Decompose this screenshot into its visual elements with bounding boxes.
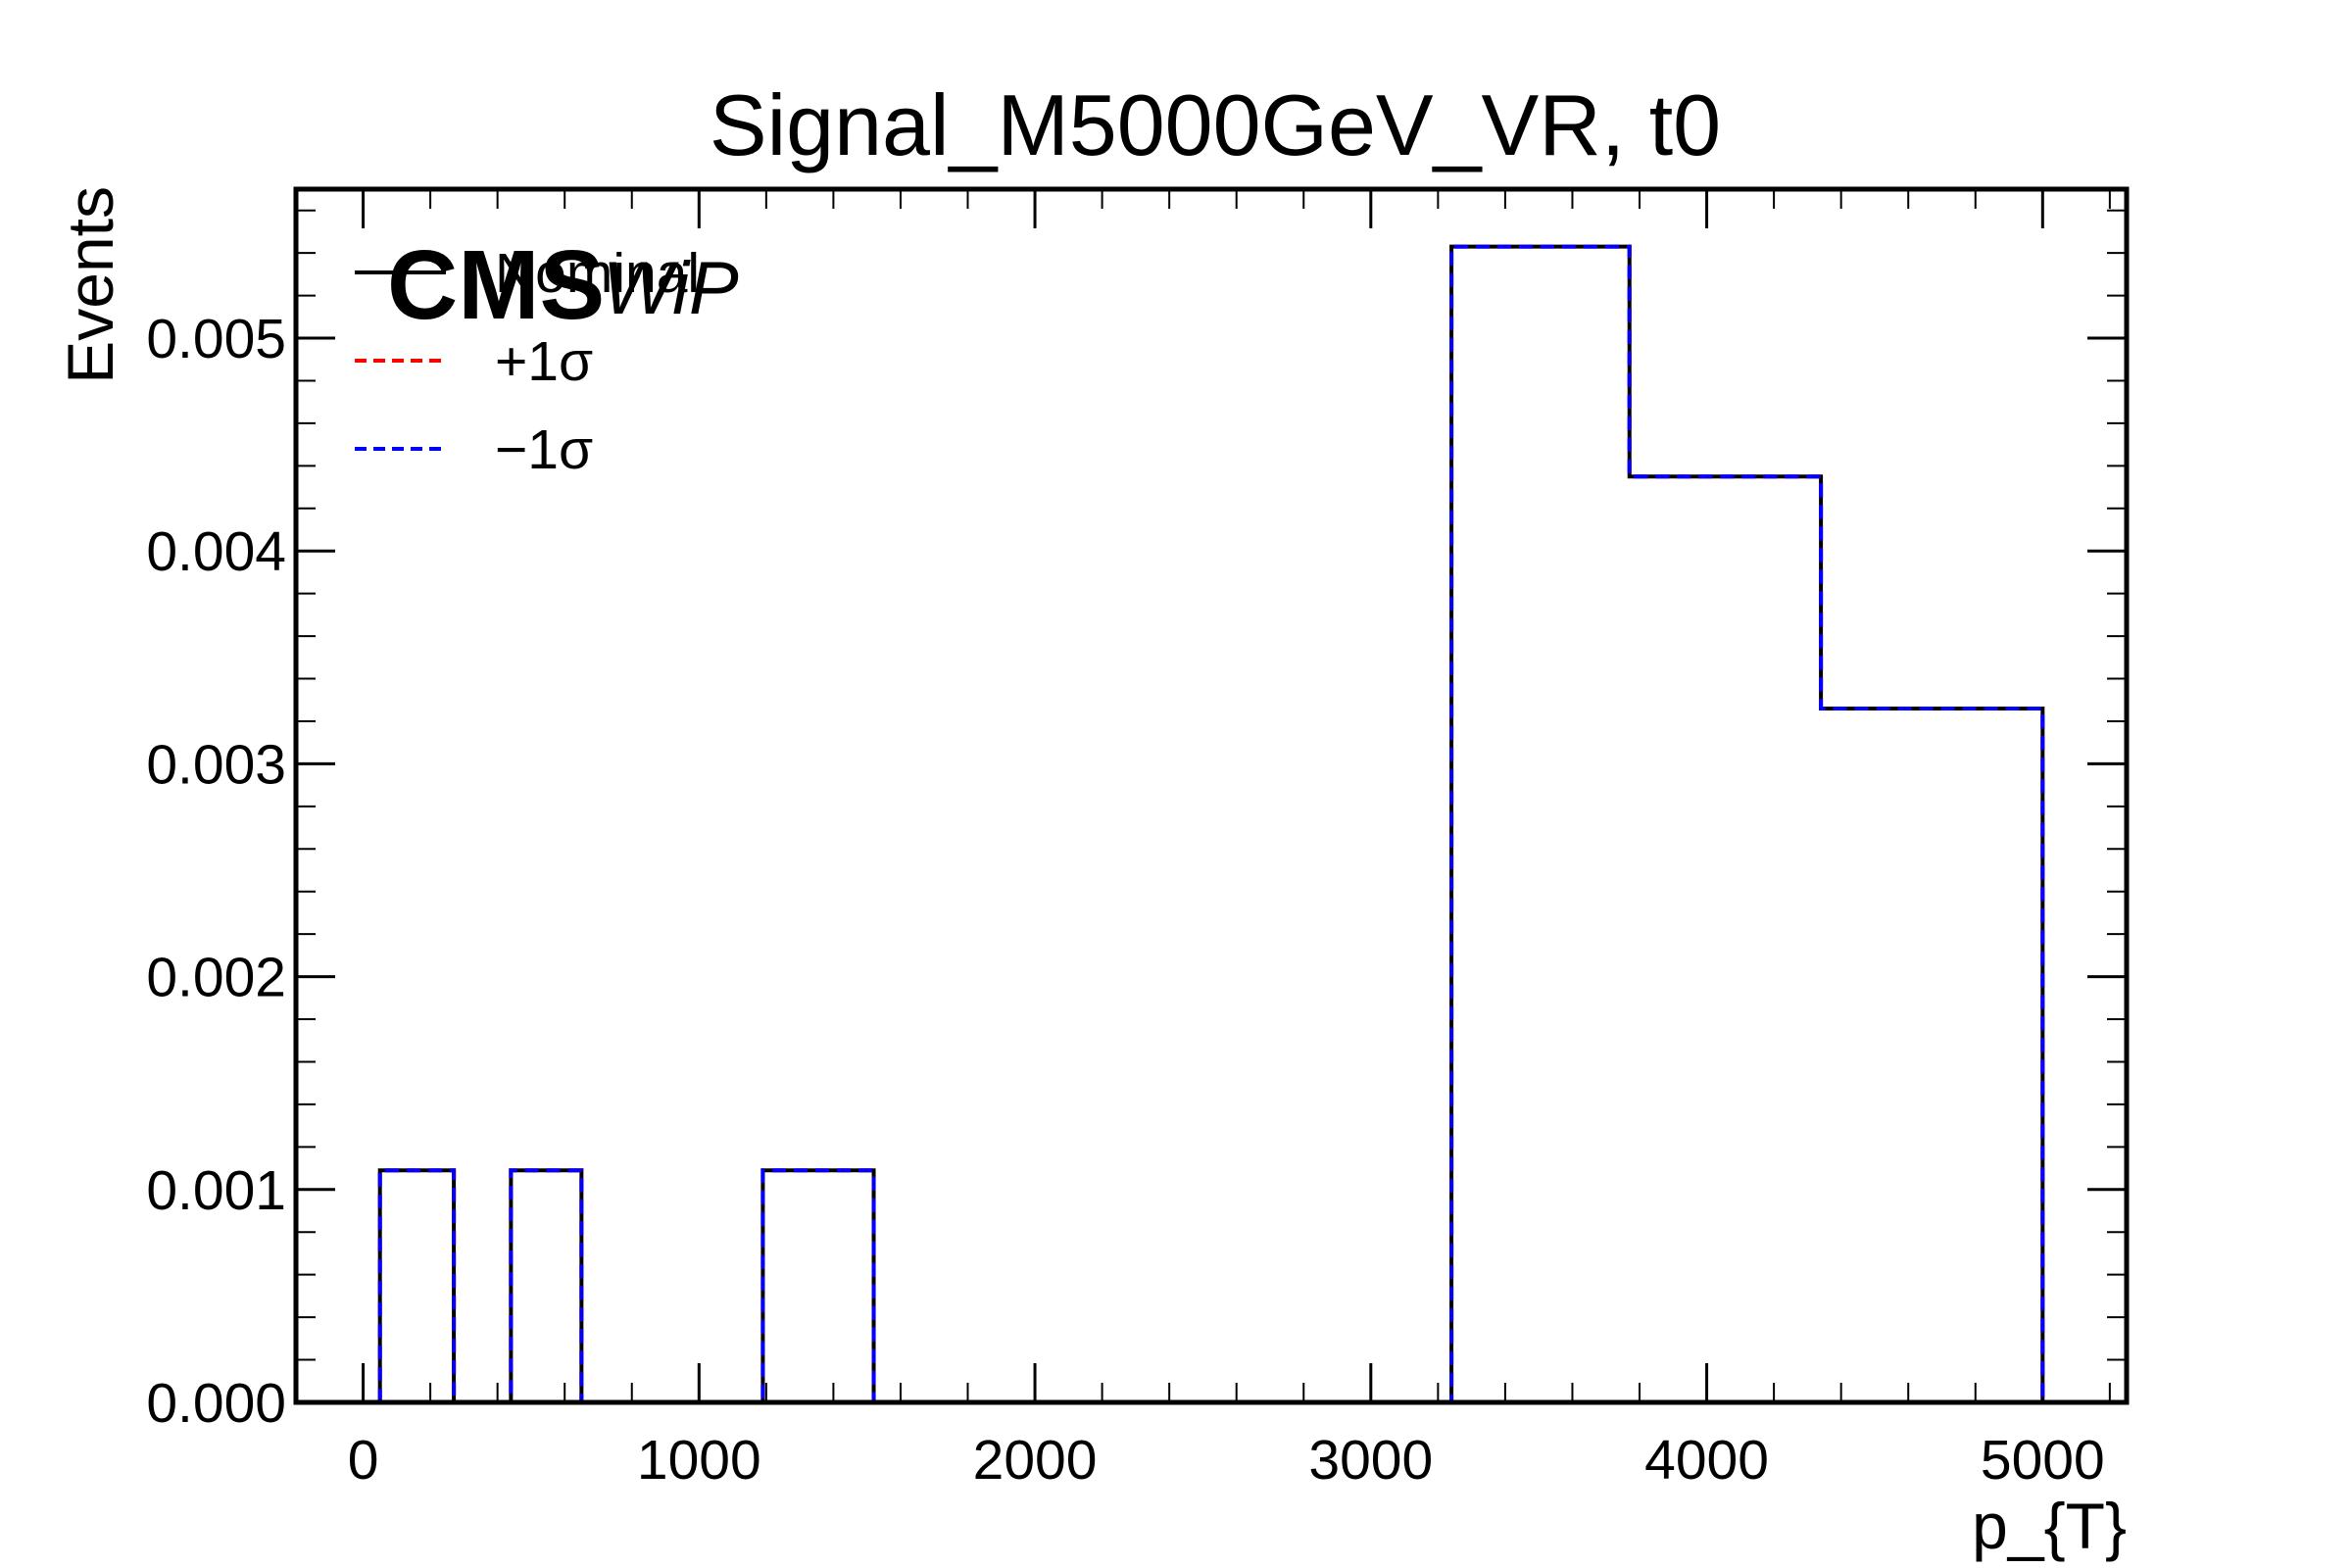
chart-title: Signal_M5000GeV_VR, t0: [710, 76, 1721, 173]
y-tick-label: 0.001: [146, 1159, 286, 1222]
tick-labels: 0 1000 2000 3000 4000 5000 0.000 0.001 0.002 0.00…: [146, 308, 2104, 1492]
legend: Nominal +1σ −1σ: [355, 242, 700, 481]
x-axis-label: p_{T}: [1972, 1490, 2127, 1562]
y-axis-label: Events: [54, 186, 126, 384]
y-tick-label: 0.000: [146, 1372, 286, 1435]
y-tick-label: 0.005: [146, 308, 286, 370]
x-tick-label: 0: [348, 1429, 379, 1492]
y-tick-label: 0.002: [146, 947, 286, 1009]
plot-frame: [293, 186, 2130, 1405]
y-tick-label: 0.003: [146, 733, 286, 796]
x-tick-label: 5000: [1981, 1429, 2105, 1492]
legend-label-2: −1σ: [495, 418, 593, 481]
x-tick-label: 3000: [1308, 1429, 1433, 1492]
wip-label: WiP: [603, 247, 739, 330]
x-tick-label: 2000: [973, 1429, 1098, 1492]
x-tick-label: 1000: [637, 1429, 761, 1492]
y-tick-label: 0.004: [146, 520, 286, 583]
cms-label: CMS: [387, 230, 605, 340]
x-tick-label: 4000: [1644, 1429, 1769, 1492]
legend-label-1: +1σ: [495, 330, 593, 393]
legend-label-0: Nominal: [495, 242, 700, 305]
